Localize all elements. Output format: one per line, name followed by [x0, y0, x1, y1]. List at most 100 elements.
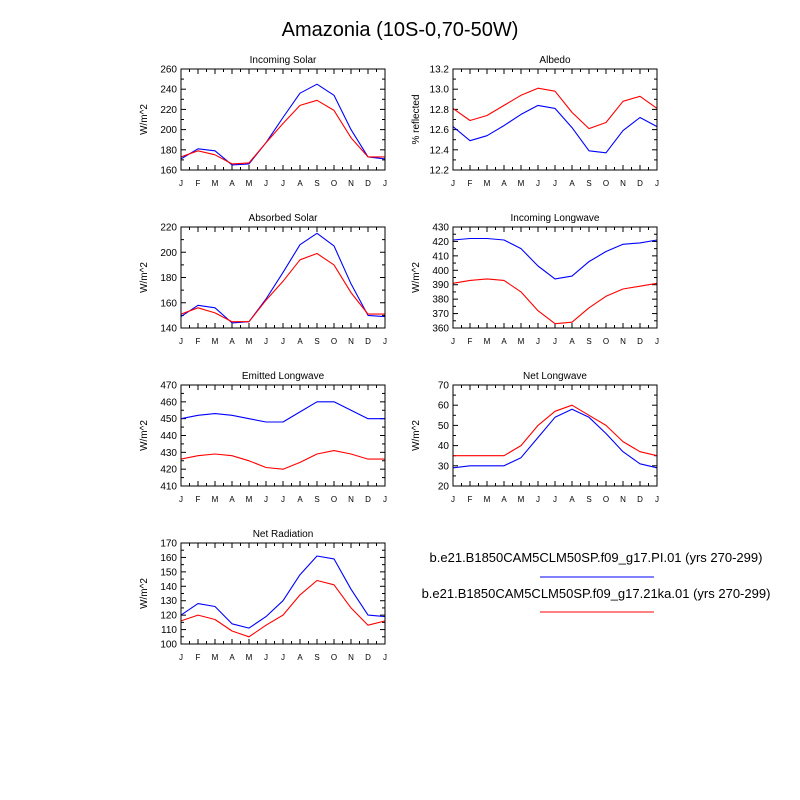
x-tick-label: A [501, 495, 507, 504]
x-tick-label: J [536, 179, 540, 188]
x-tick-label: M [212, 179, 219, 188]
x-tick-label: F [196, 653, 201, 662]
y-tick-label: 260 [160, 65, 177, 76]
series-line-pi-net-longwave [452, 408, 658, 469]
panel-title-net-longwave: Net Longwave [523, 371, 587, 382]
x-tick-label: D [365, 337, 371, 346]
y-tick-label: 440 [160, 431, 177, 442]
x-tick-label: A [297, 495, 303, 504]
y-tick-label: 360 [432, 324, 449, 335]
series-line-pi-emitted-longwave [180, 401, 385, 423]
x-tick-label: J [553, 179, 557, 188]
series-line-21ka-emitted-longwave [180, 450, 385, 470]
x-tick-label: A [501, 179, 507, 188]
y-tick-label: 40 [438, 441, 450, 452]
x-tick-label: J [383, 337, 387, 346]
x-tick-label: D [365, 179, 371, 188]
x-tick-label: J [451, 495, 455, 504]
x-tick-label: N [348, 653, 354, 662]
x-tick-label: J [536, 495, 540, 504]
x-tick-label: J [383, 179, 387, 188]
y-axis-label-net-radiation: W/m^2 [139, 578, 150, 609]
y-tick-label: 180 [160, 145, 177, 156]
y-tick-label: 30 [438, 461, 450, 472]
y-tick-label: 370 [432, 309, 449, 320]
y-tick-label: 140 [160, 324, 177, 335]
x-tick-label: N [348, 495, 354, 504]
x-tick-label: M [246, 495, 253, 504]
figure-title: Amazonia (10S-0,70-50W) [282, 19, 519, 41]
x-tick-label: J [536, 337, 540, 346]
series-line-21ka-incoming-longwave [452, 278, 658, 325]
y-tick-label: 390 [432, 280, 449, 291]
x-tick-label: D [637, 495, 643, 504]
plot-frame [180, 384, 386, 487]
x-tick-label: M [246, 337, 253, 346]
y-tick-label: 150 [160, 567, 177, 578]
y-axis-label-albedo: % reflected [411, 94, 422, 144]
y-tick-label: 13.0 [430, 85, 450, 96]
y-tick-label: 200 [160, 125, 177, 136]
plot-frame [452, 384, 658, 487]
x-tick-label: F [196, 337, 201, 346]
x-tick-label: O [603, 495, 609, 504]
y-tick-label: 160 [160, 298, 177, 309]
x-tick-label: A [297, 337, 303, 346]
y-tick-label: 400 [432, 266, 449, 277]
x-tick-label: J [264, 653, 268, 662]
legend-label-pi: b.e21.B1850CAM5CLM50SP.f09_g17.PI.01 (yr… [430, 550, 763, 565]
x-tick-label: J [383, 653, 387, 662]
x-tick-label: F [468, 179, 473, 188]
x-tick-label: A [501, 337, 507, 346]
x-tick-label: D [365, 495, 371, 504]
x-tick-label: M [246, 179, 253, 188]
x-tick-label: D [637, 179, 643, 188]
x-tick-label: M [484, 495, 491, 504]
x-tick-label: O [331, 337, 337, 346]
series-line-21ka-albedo [452, 87, 658, 130]
x-tick-label: J [281, 653, 285, 662]
x-tick-label: N [348, 337, 354, 346]
y-axis-label-absorbed-solar: W/m^2 [139, 262, 150, 293]
x-tick-label: J [179, 179, 183, 188]
y-tick-label: 460 [160, 397, 177, 408]
y-tick-label: 430 [160, 448, 177, 459]
legend-label-21ka: b.e21.B1850CAM5CLM50SP.f09_g17.21ka.01 (… [422, 586, 771, 601]
x-tick-label: N [620, 495, 626, 504]
x-tick-label: M [484, 179, 491, 188]
x-tick-label: J [264, 337, 268, 346]
x-tick-label: M [212, 495, 219, 504]
y-tick-label: 450 [160, 414, 177, 425]
series-line-pi-net-radiation [180, 555, 386, 629]
y-axis-label-incoming-solar: W/m^2 [139, 104, 150, 135]
y-tick-label: 240 [160, 85, 177, 96]
y-tick-label: 100 [160, 640, 177, 651]
y-axis-label-net-longwave: W/m^2 [411, 420, 422, 451]
y-tick-label: 12.4 [430, 145, 450, 156]
plot-frame [180, 542, 386, 645]
y-tick-label: 170 [160, 539, 177, 550]
x-tick-label: A [297, 179, 303, 188]
y-tick-label: 410 [432, 251, 449, 262]
x-tick-label: S [314, 179, 319, 188]
x-tick-label: M [212, 653, 219, 662]
x-tick-label: J [179, 653, 183, 662]
x-tick-label: N [620, 337, 626, 346]
y-tick-label: 50 [438, 421, 450, 432]
y-axis-label-emitted-longwave: W/m^2 [139, 420, 150, 451]
x-tick-label: A [229, 179, 235, 188]
x-tick-label: O [331, 495, 337, 504]
y-tick-label: 20 [438, 482, 450, 493]
x-tick-label: M [518, 495, 525, 504]
y-tick-label: 13.2 [430, 65, 450, 76]
panel-title-absorbed-solar: Absorbed Solar [249, 213, 319, 224]
x-tick-label: O [603, 337, 609, 346]
x-tick-label: A [229, 495, 235, 504]
panel-title-incoming-longwave: Incoming Longwave [511, 213, 600, 224]
x-tick-label: S [586, 179, 591, 188]
y-tick-label: 180 [160, 273, 177, 284]
